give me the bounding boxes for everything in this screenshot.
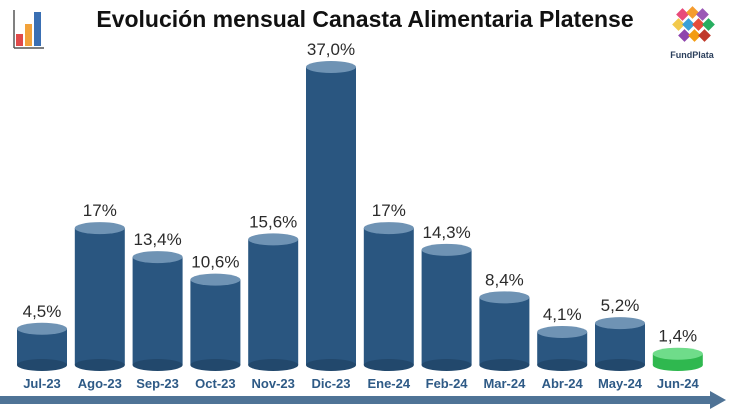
bar-top (17, 322, 67, 335)
bar-mar-24 (479, 291, 530, 371)
bar-top (74, 222, 125, 235)
bar-body (421, 249, 472, 365)
fundplata-logo-icon (672, 6, 715, 42)
category-label: Sep-23 (136, 376, 179, 391)
value-label: 17% (83, 201, 117, 220)
category-label: May-24 (598, 376, 643, 391)
bar-bottom (306, 359, 356, 371)
value-label: 4,5% (23, 302, 62, 321)
value-label: 13,4% (133, 230, 181, 249)
bar-bottom (190, 359, 241, 371)
bar-dic-23 (306, 61, 356, 371)
bar-top (479, 291, 530, 304)
bar-may-24 (595, 317, 645, 371)
bar-nov-23 (248, 233, 299, 371)
bar-body (479, 297, 530, 365)
bar-body (248, 239, 299, 365)
bar-top (421, 243, 472, 256)
bar-bottom (363, 359, 414, 371)
bar-top (132, 251, 183, 264)
bar-bottom (537, 359, 588, 371)
category-label: Abr-24 (542, 376, 584, 391)
bar-bottom (652, 359, 703, 371)
bar-body (595, 323, 645, 365)
bar-abr-24 (537, 325, 588, 371)
category-label: Oct-23 (195, 376, 235, 391)
chart-title: Evolución mensual Canasta Alimentaria Pl… (96, 6, 634, 32)
bar-bottom (421, 359, 472, 371)
bar-top (306, 61, 356, 73)
value-label: 4,1% (543, 305, 582, 324)
bar-bottom (17, 359, 67, 371)
bar-bottom (248, 359, 299, 371)
category-label: Feb-24 (426, 376, 469, 391)
bar-body (190, 279, 241, 365)
value-label: 8,4% (485, 270, 524, 289)
value-label: 5,2% (601, 296, 640, 315)
bar-bottom (132, 359, 183, 371)
value-label: 14,3% (422, 223, 470, 242)
value-label: 15,6% (249, 212, 297, 231)
bar-jun-24 (652, 347, 703, 371)
bar-body (74, 228, 125, 365)
bar-body (363, 228, 414, 365)
value-label: 10,6% (191, 253, 239, 272)
baseline-arrowhead (710, 391, 726, 409)
bar-top (190, 273, 241, 286)
value-label: 37,0% (307, 40, 355, 59)
bar-jul-23 (17, 322, 67, 371)
value-label: 17% (372, 201, 406, 220)
bar-oct-23 (190, 273, 241, 371)
bar-body (132, 257, 183, 365)
bar-chart-icon (13, 10, 44, 49)
category-label: Jun-24 (657, 376, 700, 391)
bar-top (363, 222, 414, 235)
bar-top (595, 317, 645, 330)
category-label: Ene-24 (367, 376, 410, 391)
bar-body (17, 328, 67, 365)
bar-top (248, 233, 299, 246)
bar-bottom (595, 359, 645, 371)
bar-bottom (479, 359, 530, 371)
logo-text: FundPlata (670, 50, 714, 60)
bar-body (306, 67, 356, 365)
value-label: 1,4% (658, 327, 697, 346)
bar-top (537, 325, 588, 338)
category-label: Mar-24 (483, 376, 526, 391)
bar-feb-24 (421, 243, 472, 371)
bar-ago-23 (74, 222, 125, 371)
category-label: Jul-23 (23, 376, 61, 391)
category-label: Nov-23 (252, 376, 295, 391)
bar-ene-24 (363, 222, 414, 371)
category-label: Dic-23 (311, 376, 350, 391)
bar-sep-23 (132, 251, 183, 371)
bar-bottom (74, 359, 125, 371)
bar-top (652, 347, 703, 360)
category-label: Ago-23 (78, 376, 122, 391)
fundplata-logo: FundPlata (664, 6, 720, 64)
baseline-bar (0, 396, 712, 404)
